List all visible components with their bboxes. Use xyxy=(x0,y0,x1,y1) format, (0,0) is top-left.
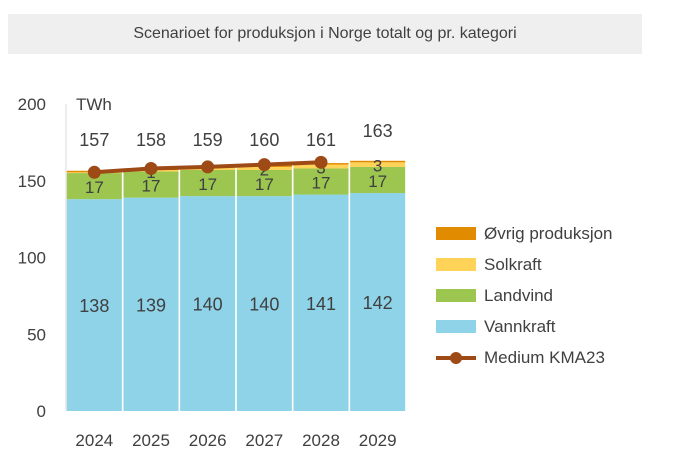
x-tick-label: 2027 xyxy=(245,431,283,450)
bar-segment xyxy=(350,193,406,411)
data-label: 140 xyxy=(193,295,223,315)
data-label: 140 xyxy=(249,295,279,315)
bar-segment xyxy=(236,170,292,197)
bars-group xyxy=(66,160,406,411)
legend-label: Medium KMA23 xyxy=(484,347,605,367)
total-label: 163 xyxy=(363,121,393,141)
legend-item: Medium KMA23 xyxy=(436,342,613,373)
total-label: 159 xyxy=(193,130,223,150)
bar-segment xyxy=(293,168,349,195)
legend-label: Landvind xyxy=(484,285,554,305)
legend-label: Vannkraft xyxy=(484,316,556,336)
bar-segment xyxy=(66,199,122,411)
bar-segment xyxy=(236,196,292,411)
x-tick-label: 2028 xyxy=(302,431,340,450)
y-tick-labels: 0 50 100 150 200 xyxy=(18,95,46,421)
title-band: Scenarioet for produksjon i Norge totalt… xyxy=(8,14,642,54)
data-label: 17 xyxy=(198,175,217,194)
y-tick-label: 0 xyxy=(37,402,46,421)
x-tick-label: 2026 xyxy=(189,431,227,450)
bar-segment xyxy=(350,162,406,167)
legend: Øvrig produksjon Solkraft Landvind Vannkraf… xyxy=(436,218,613,373)
bar-segment xyxy=(180,196,236,411)
line-marker xyxy=(144,161,158,175)
legend-item: Øvrig produksjon xyxy=(436,218,613,249)
legend-item: Vannkraft xyxy=(436,311,613,342)
legend-item: Solkraft xyxy=(436,249,613,280)
x-tick-label: 2024 xyxy=(75,431,113,450)
bar-segment xyxy=(293,194,349,411)
line-marker xyxy=(314,155,328,169)
data-label: 141 xyxy=(306,294,336,314)
x-tick-labels: 2024 2025 2026 2027 2028 2029 xyxy=(75,431,396,450)
line-marker xyxy=(201,160,215,174)
legend-swatch xyxy=(436,227,476,240)
bar-segment xyxy=(350,160,406,163)
data-label: 138 xyxy=(79,296,109,316)
y-tick-label: 200 xyxy=(18,95,46,114)
bar-segment xyxy=(123,197,179,411)
x-tick-label: 2025 xyxy=(132,431,170,450)
total-label: 158 xyxy=(136,130,166,150)
legend-swatch xyxy=(436,289,476,302)
data-label: 17 xyxy=(312,174,331,193)
bar-segment xyxy=(180,170,236,197)
y-tick-label: 100 xyxy=(18,249,46,268)
data-label: 139 xyxy=(136,295,166,315)
legend-item: Landvind xyxy=(436,280,613,311)
data-label: 142 xyxy=(363,293,393,313)
bar-segment xyxy=(123,171,179,198)
line-marker xyxy=(257,158,271,172)
total-label: 160 xyxy=(249,130,279,150)
line-series-group xyxy=(87,155,328,179)
y-axis-unit-label: TWh xyxy=(76,95,112,114)
total-label: 157 xyxy=(79,130,109,150)
bar-segment xyxy=(350,166,406,194)
total-label: 161 xyxy=(306,130,336,150)
data-label: 17 xyxy=(85,178,104,197)
data-label: 17 xyxy=(368,172,387,191)
chart-title: Scenarioet for produksjon i Norge totalt… xyxy=(133,25,517,42)
data-label: 3 xyxy=(373,157,382,176)
data-label: 17 xyxy=(142,177,161,196)
data-label: 17 xyxy=(255,175,274,194)
y-tick-label: 50 xyxy=(27,325,46,344)
line-marker xyxy=(87,165,101,179)
total-labels-group: 157 158 159 160 161 163 xyxy=(79,121,392,150)
legend-swatch xyxy=(436,258,476,271)
legend-swatch xyxy=(436,320,476,333)
legend-line-swatch xyxy=(436,351,476,364)
x-tick-label: 2029 xyxy=(359,431,397,450)
y-tick-label: 150 xyxy=(18,172,46,191)
legend-label: Solkraft xyxy=(484,254,542,274)
legend-label: Øvrig produksjon xyxy=(484,223,613,243)
